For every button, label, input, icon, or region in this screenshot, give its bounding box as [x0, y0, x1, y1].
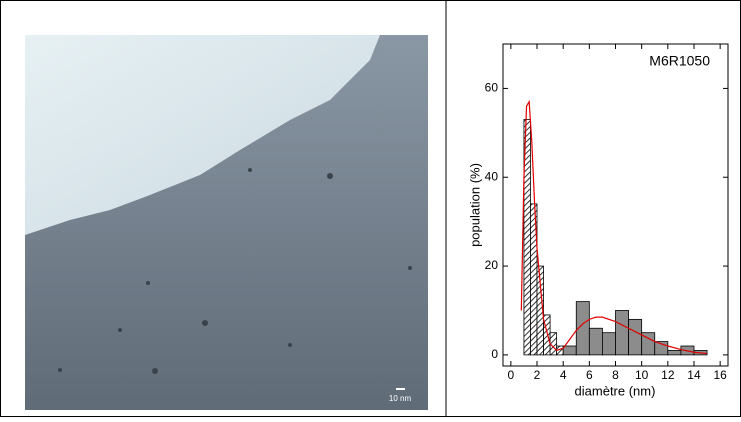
x-tick-label: 4	[560, 368, 567, 382]
bar	[549, 332, 558, 356]
y-tick-label: 40	[485, 169, 499, 183]
x-tick-label: 12	[661, 368, 675, 382]
x-tick-label: 14	[687, 368, 701, 382]
x-tick-label: 16	[713, 368, 727, 382]
x-tick-label: 10	[635, 368, 649, 382]
x-tick-label: 6	[586, 368, 593, 382]
bar	[628, 318, 643, 356]
bar	[667, 350, 682, 356]
y-tick-label: 20	[485, 258, 499, 272]
chart-title: M6R1050	[649, 53, 710, 69]
bar	[602, 332, 616, 356]
bar	[615, 310, 629, 356]
fit-curve	[520, 99, 708, 355]
y-axis-label: population (%)	[467, 163, 482, 247]
micrograph: 10 nm	[25, 35, 428, 410]
bar	[562, 345, 577, 356]
scale-label: 10 nm	[389, 394, 412, 403]
x-axis-label: diamètre (nm)	[575, 383, 656, 398]
y-tick-label: 60	[485, 81, 499, 95]
x-tick-label: 0	[508, 368, 515, 382]
y-tick-label: 0	[491, 347, 498, 361]
bar	[536, 265, 544, 356]
x-tick-label: 2	[534, 368, 541, 382]
bar	[588, 327, 603, 356]
x-tick-label: 8	[612, 368, 619, 382]
